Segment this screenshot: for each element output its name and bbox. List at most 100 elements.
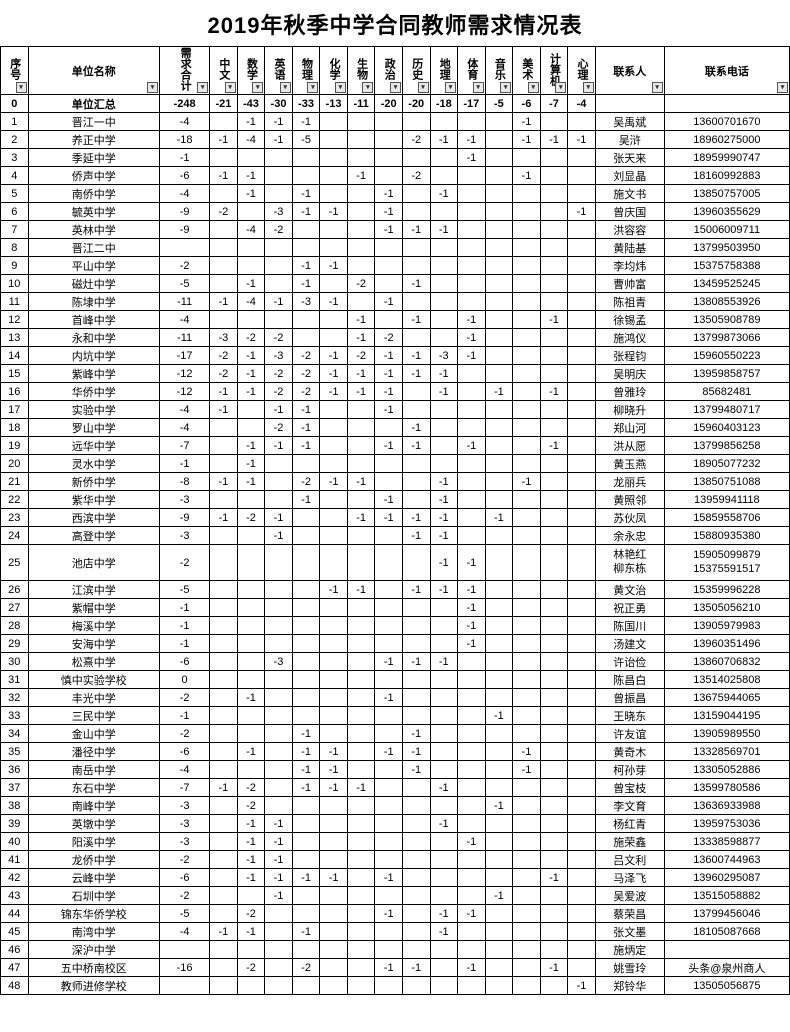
cell (237, 491, 265, 509)
cell (375, 113, 403, 131)
cell (237, 257, 265, 275)
cell (430, 239, 458, 257)
cell (292, 599, 320, 617)
filter-icon[interactable]: ▾ (16, 82, 27, 93)
cell (320, 221, 348, 239)
cell: -1 (458, 149, 486, 167)
col-contact[interactable]: 联系人▾ (595, 47, 664, 95)
col-s11[interactable]: 音乐▾ (485, 47, 513, 95)
cell: 徐锡孟 (595, 311, 664, 329)
table-row: 36南岳中学-4-1-1-1-1柯孙芽13305052886 (1, 761, 790, 779)
cell: -5 (160, 905, 210, 923)
cell (568, 635, 596, 653)
filter-icon[interactable]: ▾ (362, 82, 373, 93)
col-s2[interactable]: 数学▾ (237, 47, 265, 95)
col-s10[interactable]: 体育▾ (458, 47, 486, 95)
col-s12[interactable]: 美术▾ (513, 47, 541, 95)
cell: -4 (568, 95, 596, 113)
cell: 林艳红柳东栋 (595, 545, 664, 581)
cell: 西滨中学 (28, 509, 160, 527)
col-name[interactable]: 单位名称▾ (28, 47, 160, 95)
table-row: 31慎中实验学校0陈昌白13514025808 (1, 671, 790, 689)
cell (347, 221, 375, 239)
col-s7[interactable]: 政治▾ (375, 47, 403, 95)
col-seq[interactable]: 序号▾ (1, 47, 29, 95)
col-phone[interactable]: 联系电话▾ (664, 47, 789, 95)
col-s9[interactable]: 地理▾ (430, 47, 458, 95)
cell: -1 (458, 131, 486, 149)
cell: 20 (1, 455, 29, 473)
table-row: 8晋江二中黄陆基13799503950 (1, 239, 790, 257)
filter-icon[interactable]: ▾ (473, 82, 484, 93)
filter-icon[interactable]: ▾ (777, 82, 788, 93)
col-s8[interactable]: 历史▾ (402, 47, 430, 95)
cell: 15375758388 (664, 257, 789, 275)
cell (458, 167, 486, 185)
cell: 侨声中学 (28, 167, 160, 185)
cell (513, 923, 541, 941)
col-s6[interactable]: 生物▾ (347, 47, 375, 95)
cell: -1 (430, 491, 458, 509)
cell: 15880935380 (664, 527, 789, 545)
cell (485, 689, 513, 707)
cell (402, 779, 430, 797)
cell (568, 779, 596, 797)
filter-icon[interactable]: ▾ (652, 82, 663, 93)
table-row: 28梅溪中学-1-1陈国川13905979983 (1, 617, 790, 635)
col-s3[interactable]: 英语▾ (265, 47, 293, 95)
col-s4[interactable]: 物理▾ (292, 47, 320, 95)
cell: -1 (210, 779, 238, 797)
filter-icon[interactable]: ▾ (307, 82, 318, 93)
cell: -1 (160, 635, 210, 653)
table-row: 16华侨中学-12-1-1-2-2-1-1-1-1-1-1曾雅玲85682481 (1, 383, 790, 401)
filter-icon[interactable]: ▾ (147, 82, 158, 93)
table-row: 33三民中学-1-1王晓东13159044195 (1, 707, 790, 725)
cell: 28 (1, 617, 29, 635)
cell (210, 527, 238, 545)
cell (430, 887, 458, 905)
filter-icon[interactable]: ▾ (418, 82, 429, 93)
cell: -18 (160, 131, 210, 149)
filter-icon[interactable]: ▾ (280, 82, 291, 93)
filter-icon[interactable]: ▾ (390, 82, 401, 93)
cell (375, 419, 403, 437)
filter-icon[interactable]: ▾ (528, 82, 539, 93)
cell (568, 761, 596, 779)
cell: 16 (1, 383, 29, 401)
cell (210, 941, 238, 959)
cell: -4 (160, 185, 210, 203)
cell (210, 905, 238, 923)
cell: -9 (160, 509, 210, 527)
cell (430, 761, 458, 779)
filter-icon[interactable]: ▾ (197, 82, 208, 93)
cell: 罗山中学 (28, 419, 160, 437)
cell: -1 (402, 221, 430, 239)
filter-icon[interactable]: ▾ (225, 82, 236, 93)
filter-icon[interactable]: ▾ (583, 82, 594, 93)
col-s13[interactable]: 计算机▾ (540, 47, 568, 95)
col-s14[interactable]: 心理▾ (568, 47, 596, 95)
col-s1[interactable]: 中文▾ (210, 47, 238, 95)
cell: -2 (160, 851, 210, 869)
filter-icon[interactable]: ▾ (445, 82, 456, 93)
cell (458, 941, 486, 959)
filter-icon[interactable]: ▾ (252, 82, 263, 93)
cell (320, 797, 348, 815)
cell: -1 (210, 167, 238, 185)
cell (540, 401, 568, 419)
filter-icon[interactable]: ▾ (335, 82, 346, 93)
col-total[interactable]: 需求合计▾ (160, 47, 210, 95)
cell: -1 (402, 419, 430, 437)
col-s5[interactable]: 化学▾ (320, 47, 348, 95)
cell (402, 545, 430, 581)
filter-icon[interactable]: ▾ (555, 82, 566, 93)
cell: 15006009711 (664, 221, 789, 239)
cell (237, 887, 265, 905)
cell (265, 725, 293, 743)
cell: -7 (160, 779, 210, 797)
cell (458, 419, 486, 437)
cell (568, 311, 596, 329)
filter-icon[interactable]: ▾ (500, 82, 511, 93)
cell (568, 545, 596, 581)
cell (485, 149, 513, 167)
